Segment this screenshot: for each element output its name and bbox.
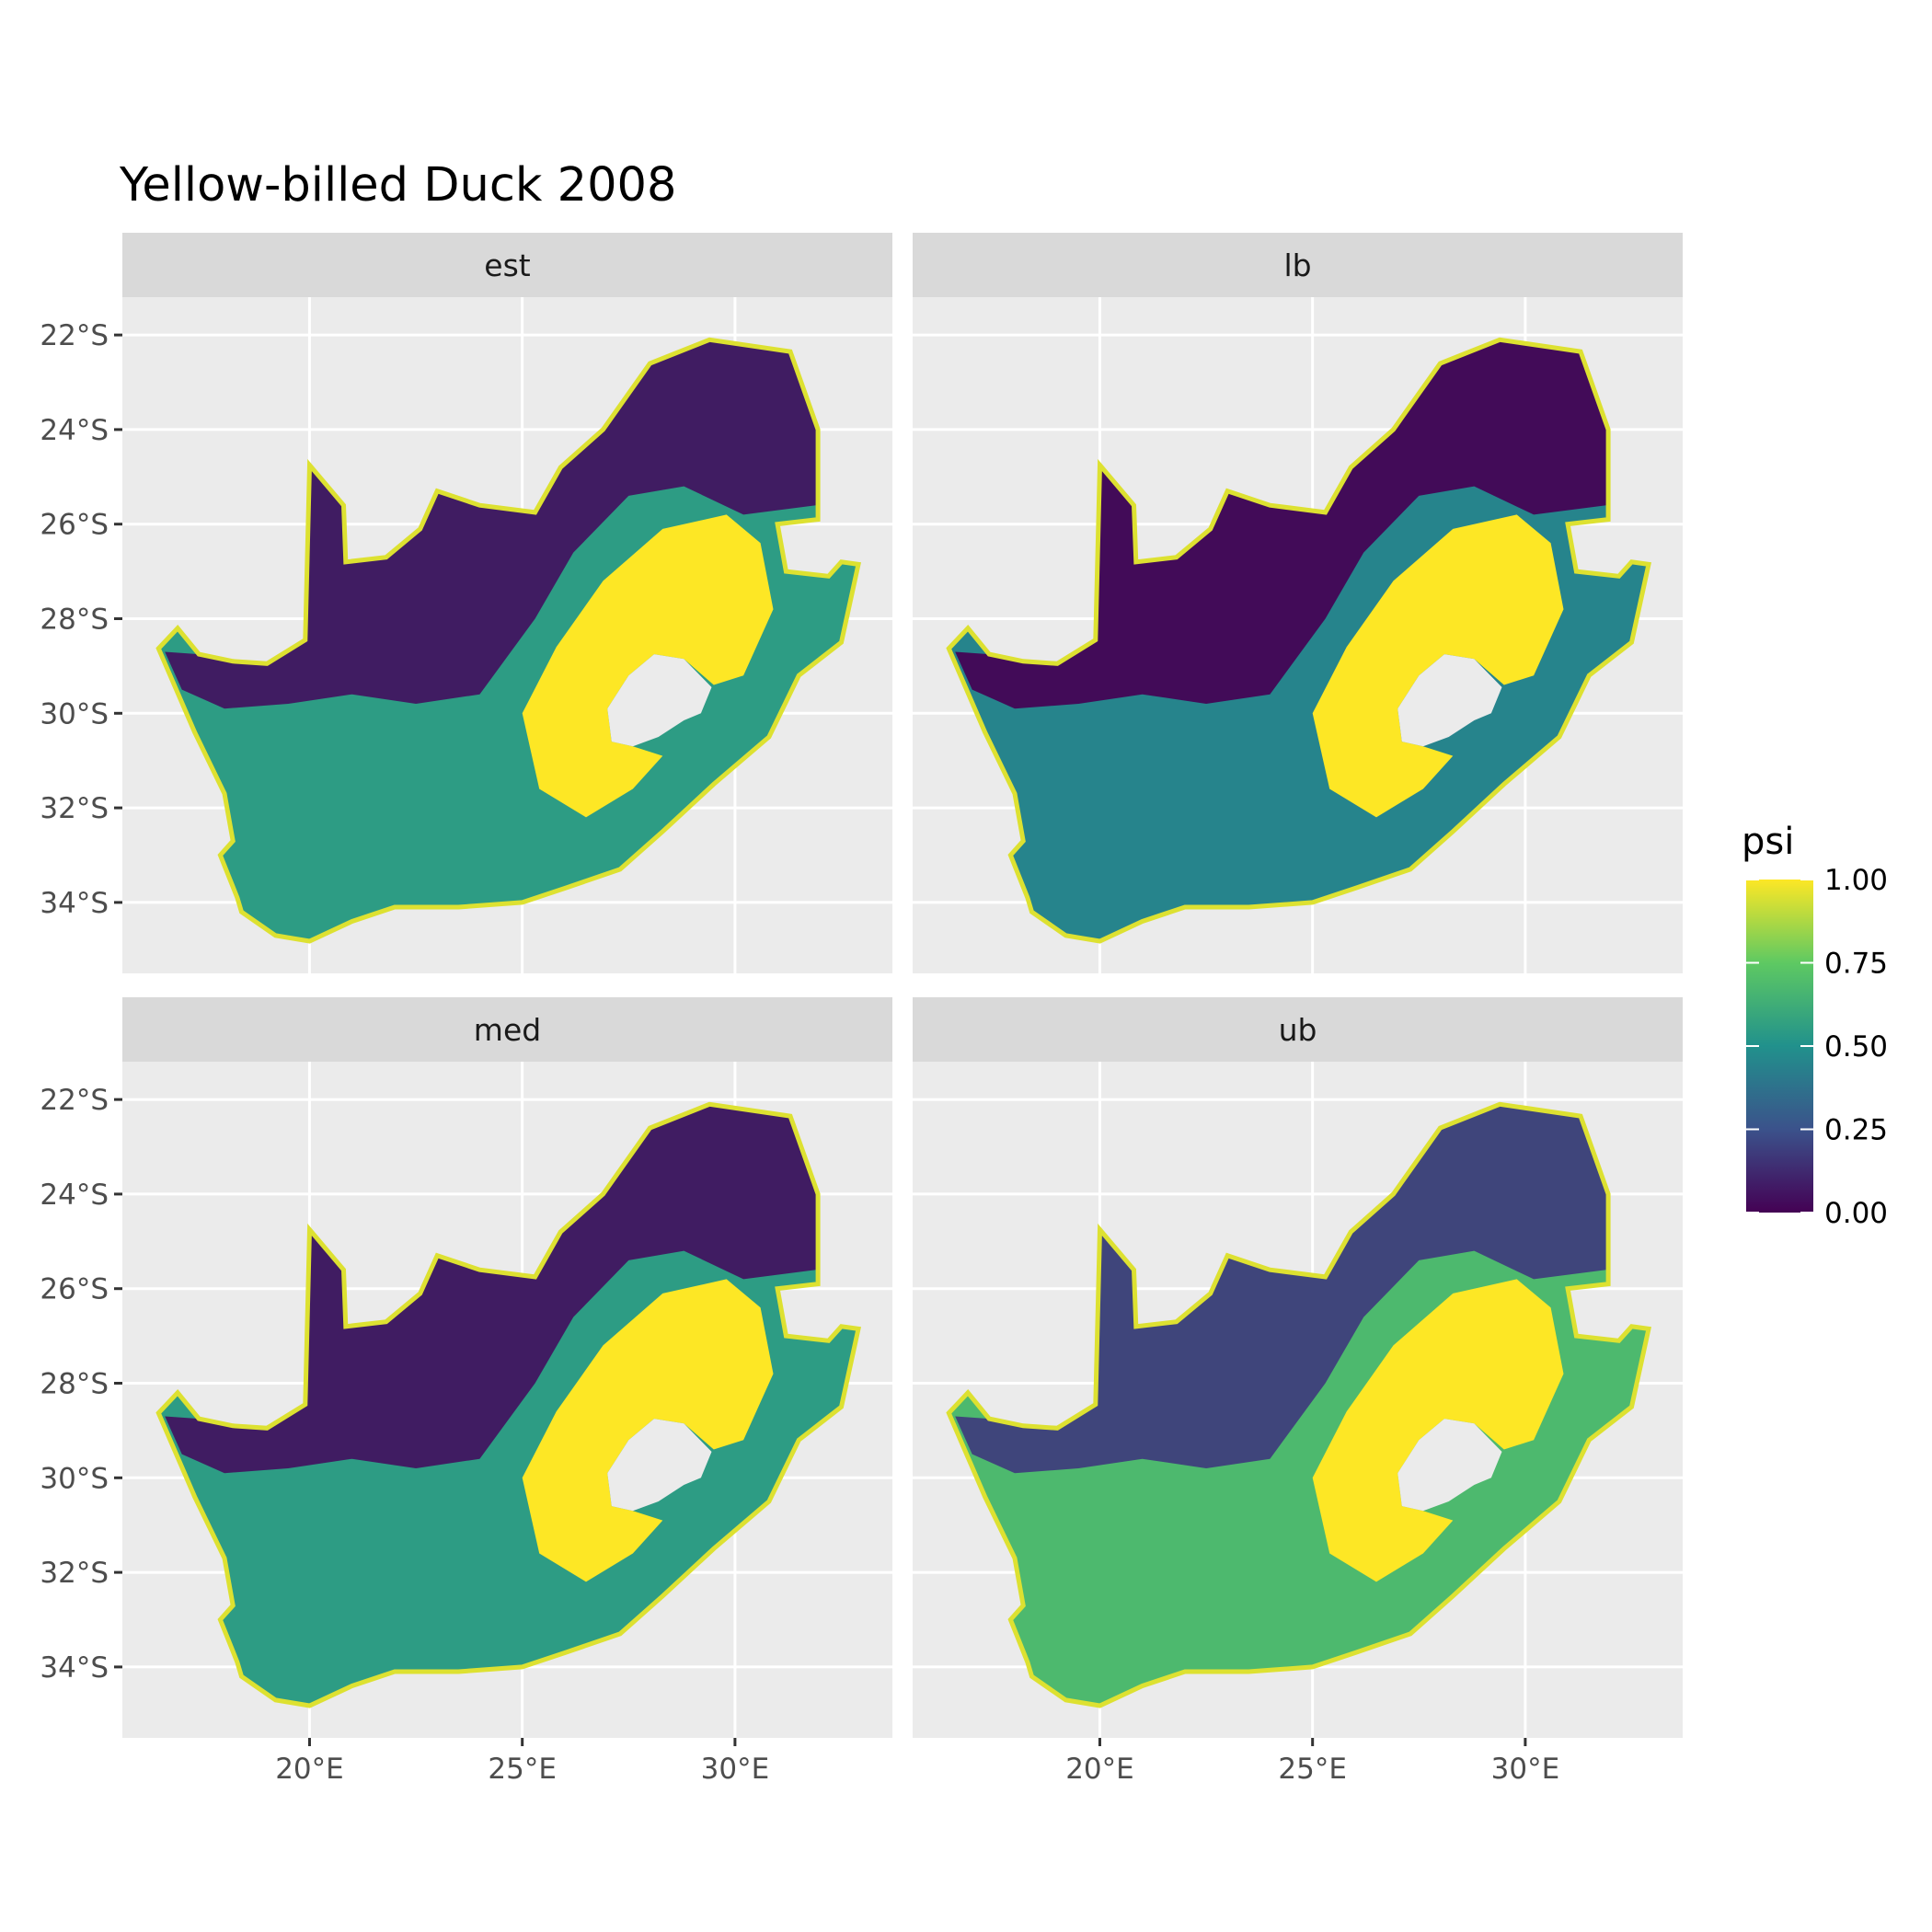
facet-panel-est: est: [122, 233, 892, 973]
y-tick-label: 28°S: [40, 604, 109, 637]
y-tick-label: 30°S: [40, 697, 109, 730]
excluded-area: [607, 654, 712, 747]
y-tick-label: 22°S: [40, 1084, 109, 1117]
facet-label: est: [484, 247, 530, 283]
facet-panel-ub: ub: [913, 997, 1683, 1738]
occupancy-surface: [155, 337, 862, 944]
y-tick-label: 32°S: [40, 792, 109, 825]
y-tick-label: 22°S: [40, 319, 109, 352]
facet-strip: [913, 233, 1683, 297]
facet-panels: est lb med ub: [122, 233, 1683, 1738]
excluded-area: [1397, 654, 1502, 747]
y-tick-label: 32°S: [40, 1557, 109, 1590]
facet-label: lb: [1283, 247, 1311, 283]
facet-panel-med: med: [122, 997, 892, 1738]
y-tick-label: 24°S: [40, 414, 109, 447]
y-tick-label: 34°S: [40, 1651, 109, 1685]
high-occupancy-zone: [522, 514, 774, 818]
x-tick-label: 20°E: [1065, 1753, 1134, 1786]
x-tick-label: 20°E: [275, 1753, 344, 1786]
facet-strip: [913, 997, 1683, 1062]
color-legend: psi 1.00 0.75 0.50 0.25 0.00: [1742, 821, 1888, 1230]
x-tick-label: 25°E: [488, 1753, 557, 1786]
low-occupancy-zone: [165, 1104, 819, 1474]
coastal-fringe: [946, 337, 1652, 944]
high-occupancy-zone: [1312, 514, 1564, 818]
high-occupancy-zone: [522, 1279, 774, 1582]
low-occupancy-zone: [955, 1104, 1609, 1474]
legend-title: psi: [1742, 821, 1794, 863]
y-tick-label: 26°S: [40, 509, 109, 542]
facet-label: med: [474, 1012, 541, 1048]
legend-ticks: 1.00 0.75 0.50 0.25 0.00: [1746, 864, 1888, 1230]
y-tick-label: 30°S: [40, 1462, 109, 1495]
coastal-fringe: [155, 337, 862, 944]
x-tick-label: 30°E: [1491, 1753, 1560, 1786]
facet-panel-lb: lb: [913, 233, 1683, 973]
facet-strip: [122, 997, 892, 1062]
occupancy-surface: [946, 337, 1652, 944]
legend-label: 0.00: [1824, 1197, 1888, 1230]
y-tick-label: 26°S: [40, 1273, 109, 1306]
y-tick-label: 24°S: [40, 1179, 109, 1212]
excluded-area: [607, 1419, 712, 1512]
coastal-fringe: [155, 1101, 862, 1708]
legend-label: 0.50: [1824, 1030, 1888, 1064]
legend-label: 1.00: [1824, 864, 1888, 897]
x-tick-label: 30°E: [701, 1753, 770, 1786]
legend-label: 0.75: [1824, 948, 1888, 981]
chart-title: Yellow-billed Duck 2008: [119, 158, 676, 213]
low-occupancy-zone: [165, 339, 819, 709]
facet-label: ub: [1279, 1012, 1317, 1048]
coastal-fringe: [946, 1101, 1652, 1708]
low-occupancy-zone: [955, 339, 1609, 709]
y-tick-label: 34°S: [40, 887, 109, 920]
occupancy-surface: [155, 1101, 862, 1708]
legend-label: 0.25: [1824, 1114, 1888, 1147]
x-tick-label: 25°E: [1278, 1753, 1347, 1786]
occupancy-surface: [946, 1101, 1652, 1708]
high-occupancy-zone: [1312, 1279, 1564, 1582]
y-tick-label: 28°S: [40, 1368, 109, 1401]
axes: 22°S 24°S 26°S 28°S 30°S 32°S 34°S 22°S 24°S 26°S…: [40, 319, 1559, 1786]
facet-strip: [122, 233, 892, 297]
excluded-area: [1397, 1419, 1502, 1512]
